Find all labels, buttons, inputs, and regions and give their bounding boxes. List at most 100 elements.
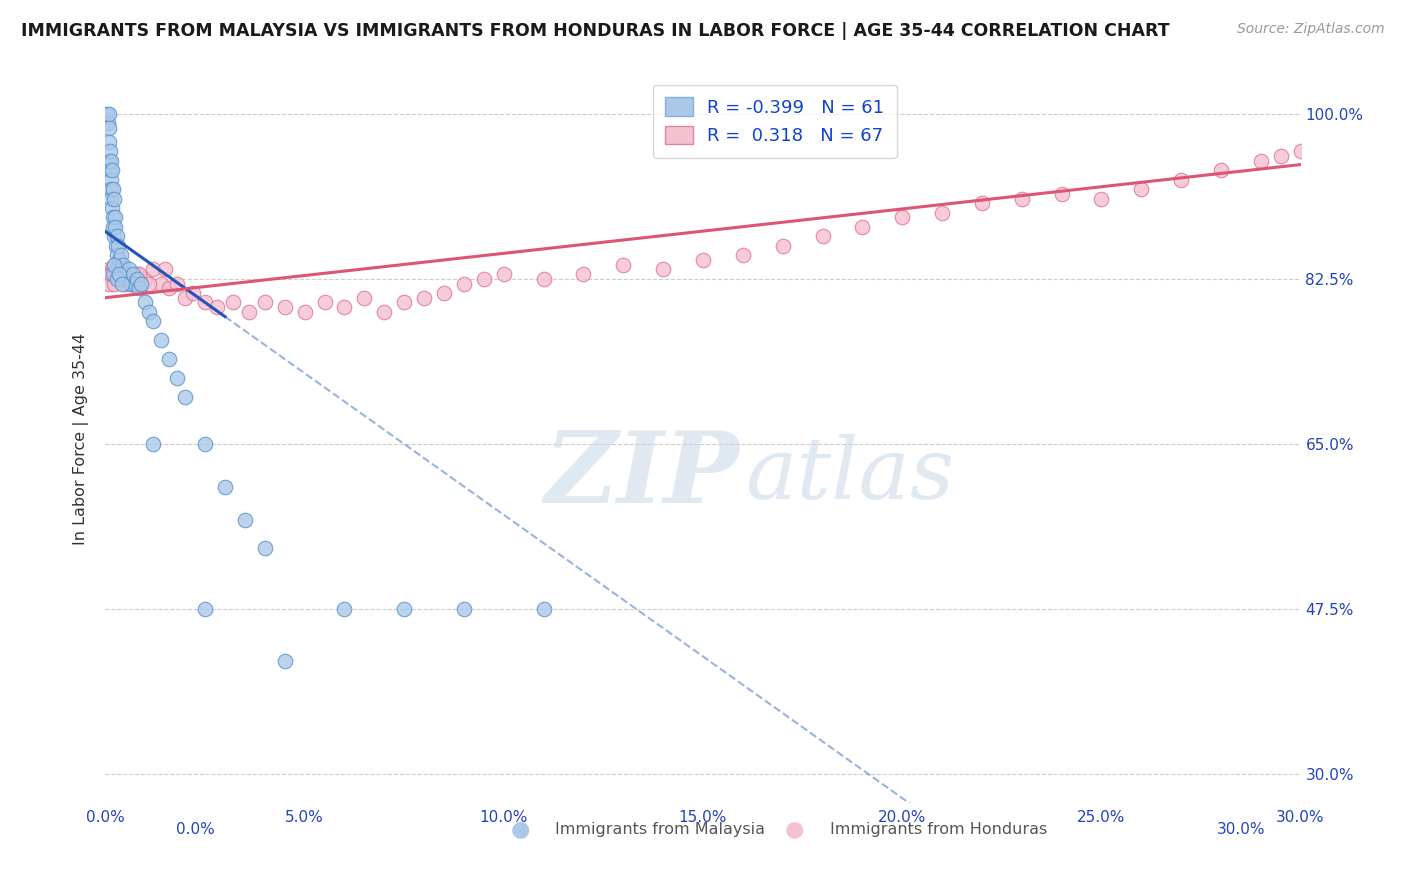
Point — [353, 291, 375, 305]
Point — [110, 272, 132, 286]
Point — [122, 267, 145, 281]
Point — [273, 654, 295, 668]
Point — [104, 219, 127, 234]
Point — [811, 229, 834, 244]
Text: ●: ● — [510, 820, 530, 839]
Point — [333, 300, 356, 314]
Point — [174, 291, 197, 305]
Point — [112, 272, 135, 286]
Point — [100, 182, 122, 196]
Point — [97, 116, 120, 130]
Point — [103, 277, 125, 291]
Point — [533, 272, 555, 286]
Point — [100, 267, 122, 281]
Point — [127, 272, 149, 286]
Point — [142, 262, 165, 277]
Point — [108, 267, 131, 281]
Point — [97, 262, 120, 277]
Point — [153, 262, 177, 277]
Point — [413, 291, 436, 305]
Point — [110, 248, 132, 262]
Point — [174, 390, 197, 404]
Point — [120, 277, 142, 291]
Text: IMMIGRANTS FROM MALAYSIA VS IMMIGRANTS FROM HONDURAS IN LABOR FORCE | AGE 35-44 : IMMIGRANTS FROM MALAYSIA VS IMMIGRANTS F… — [21, 22, 1170, 40]
Point — [98, 135, 121, 149]
Point — [142, 314, 165, 328]
Point — [181, 285, 204, 300]
Point — [970, 196, 993, 211]
Point — [157, 281, 180, 295]
Point — [134, 295, 156, 310]
Point — [97, 106, 120, 120]
Point — [101, 182, 124, 196]
Point — [1270, 149, 1292, 163]
Point — [105, 229, 128, 244]
Point — [100, 153, 122, 168]
Point — [1170, 172, 1192, 186]
Point — [731, 248, 754, 262]
Point — [194, 602, 217, 616]
Point — [114, 277, 136, 291]
Point — [101, 262, 124, 277]
Point — [122, 272, 145, 286]
Text: ZIP: ZIP — [544, 427, 740, 524]
Point — [98, 120, 121, 135]
Point — [96, 106, 118, 120]
Point — [453, 602, 475, 616]
Text: 30.0%: 30.0% — [1218, 822, 1265, 837]
Point — [472, 272, 495, 286]
Point — [1011, 192, 1033, 206]
Point — [98, 163, 121, 178]
Point — [572, 267, 595, 281]
Point — [101, 267, 124, 281]
Point — [129, 277, 153, 291]
Point — [1289, 145, 1312, 159]
Point — [142, 437, 165, 451]
Point — [333, 602, 356, 616]
Point — [273, 300, 295, 314]
Point — [127, 267, 149, 281]
Point — [253, 295, 276, 310]
Point — [103, 219, 125, 234]
Point — [166, 277, 188, 291]
Point — [101, 163, 124, 178]
Y-axis label: In Labor Force | Age 35-44: In Labor Force | Age 35-44 — [73, 334, 90, 545]
Point — [891, 211, 914, 225]
Text: Immigrants from Honduras: Immigrants from Honduras — [830, 822, 1047, 837]
Point — [612, 258, 634, 272]
Point — [103, 192, 125, 206]
Point — [150, 333, 173, 347]
Point — [194, 295, 217, 310]
Point — [1130, 182, 1153, 196]
Point — [772, 239, 794, 253]
Point — [98, 153, 121, 168]
Point — [118, 267, 141, 281]
Point — [110, 262, 132, 277]
Point — [108, 252, 131, 267]
Point — [138, 277, 160, 291]
Point — [101, 211, 124, 225]
Point — [105, 272, 128, 286]
Text: Source: ZipAtlas.com: Source: ZipAtlas.com — [1237, 22, 1385, 37]
Point — [104, 267, 127, 281]
Point — [851, 219, 873, 234]
Point — [114, 267, 136, 281]
Point — [118, 262, 141, 277]
Point — [1250, 153, 1272, 168]
Point — [124, 277, 146, 291]
Point — [433, 285, 456, 300]
Point — [294, 305, 316, 319]
Point — [238, 305, 260, 319]
Point — [222, 295, 245, 310]
Point — [105, 262, 128, 277]
Point — [107, 248, 129, 262]
Point — [392, 295, 416, 310]
Point — [117, 272, 139, 286]
Point — [98, 277, 121, 291]
Point — [112, 258, 135, 272]
Point — [453, 277, 475, 291]
Point — [104, 211, 127, 225]
Text: atlas: atlas — [745, 434, 953, 517]
Point — [166, 371, 188, 385]
Text: ●: ● — [785, 820, 804, 839]
